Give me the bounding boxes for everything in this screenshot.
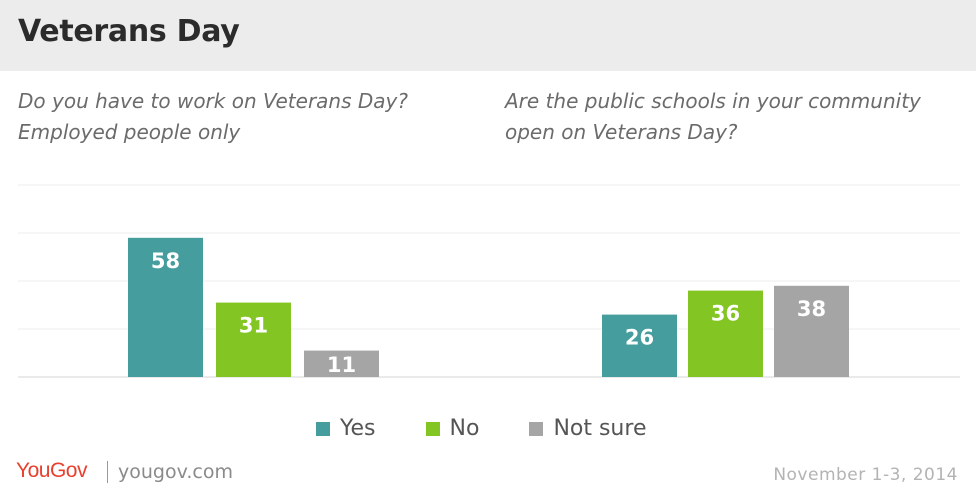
legend-item-yes: Yes (316, 416, 376, 441)
data-label-chart1-yes: 58 (151, 249, 180, 273)
legend-swatch-no (425, 421, 440, 436)
header-bar: Veterans Day (0, 0, 976, 71)
page-title: Veterans Day (18, 14, 240, 49)
right-subtitle-line-2: open on Veterans Day? (505, 120, 738, 144)
left-subtitle-line-2: Employed people only (18, 120, 241, 144)
legend-item-not-sure: Not sure (529, 416, 646, 441)
data-label-chart2-yes: 26 (625, 326, 654, 350)
left-subtitle-line-1: Do you have to work on Veterans Day? (18, 89, 408, 113)
bar-chart2-no (688, 290, 763, 377)
footer-url: yougov.com (118, 461, 233, 483)
legend-label-yes: Yes (340, 416, 376, 441)
data-label-chart1-not-sure: 11 (327, 353, 356, 377)
bar-chart: 58 31 11 26 36 38 (18, 184, 960, 378)
legend-swatch-yes (316, 421, 330, 436)
footer-date: November 1-3, 2014 (773, 465, 958, 485)
legend-label-not-sure: Not sure (553, 416, 647, 441)
data-label-chart2-not-sure: 38 (797, 297, 826, 321)
yougov-logo: YouGov (16, 459, 87, 482)
data-label-chart1-no: 31 (239, 314, 268, 338)
legend-item-no: No (425, 416, 480, 441)
bar-chart2-not-sure (774, 285, 849, 377)
right-chart-subtitle: Are the public schools in your community… (505, 86, 921, 148)
right-subtitle-line-1: Are the public schools in your community (505, 89, 921, 113)
left-chart-subtitle: Do you have to work on Veterans Day? Emp… (18, 86, 408, 148)
bar-chart1-not-sure (304, 350, 379, 377)
chart-legend: Yes No Not sure (316, 416, 646, 441)
data-label-chart2-no: 36 (711, 302, 740, 326)
legend-label-no: No (449, 416, 480, 441)
bar-chart2-yes (602, 314, 677, 377)
bar-chart1-no (216, 302, 291, 377)
legend-swatch-not-sure (529, 421, 544, 436)
footer-divider (107, 461, 108, 483)
bar-chart1-yes (128, 237, 203, 377)
